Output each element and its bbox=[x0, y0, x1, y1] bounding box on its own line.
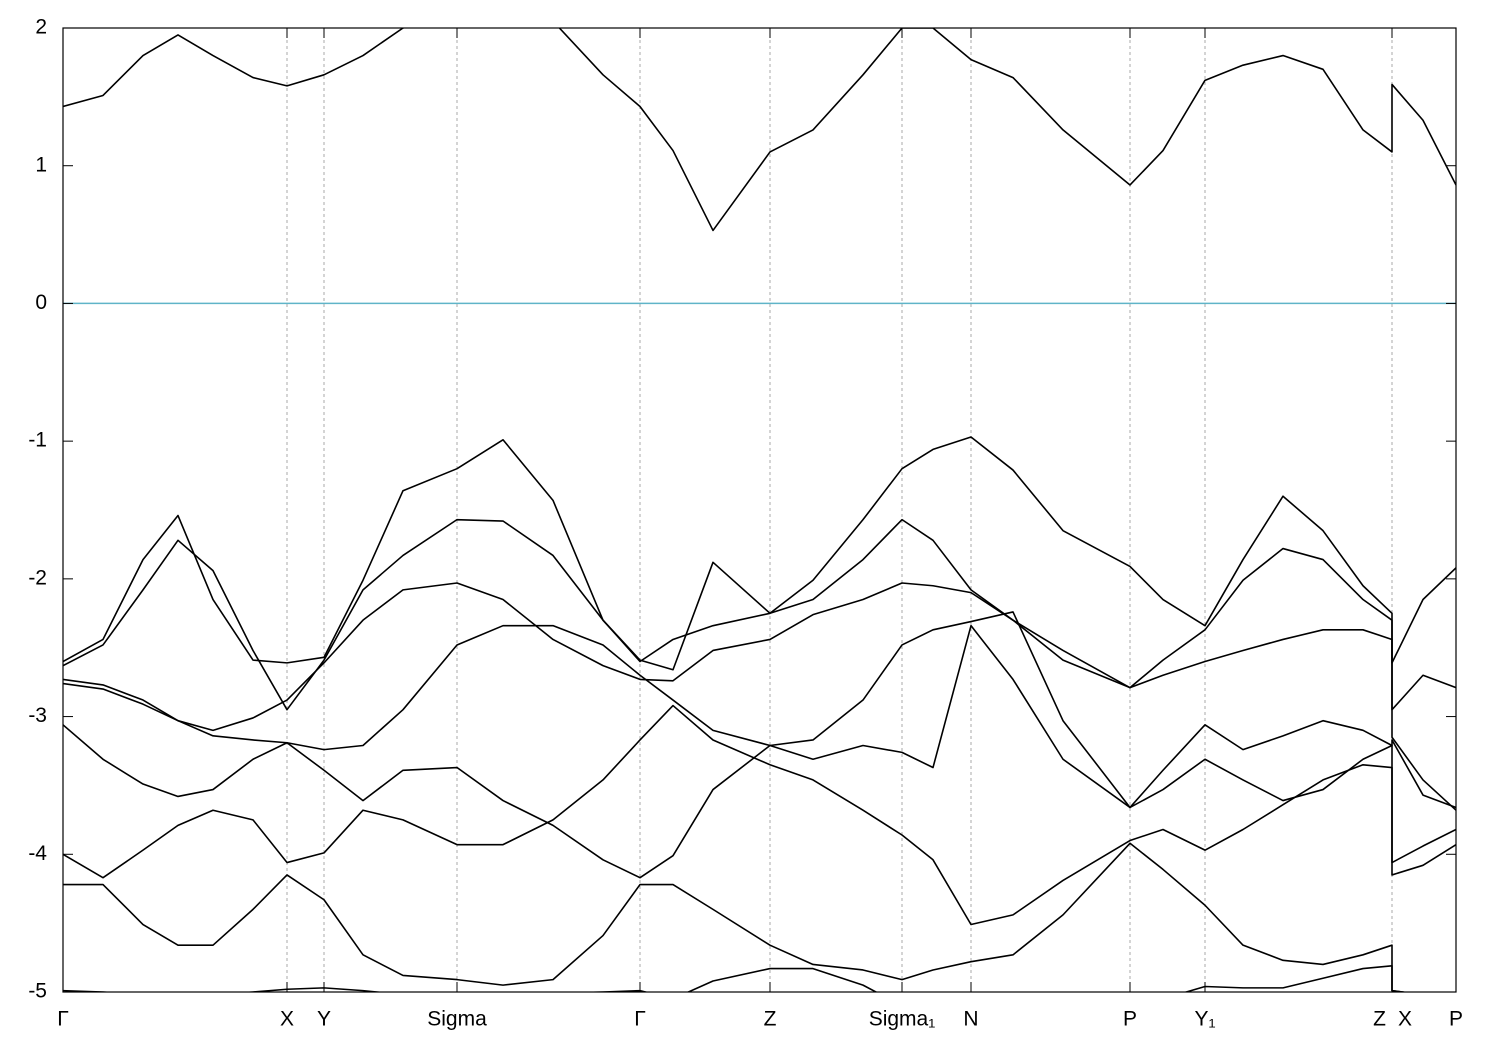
x-tick-label: Γ bbox=[634, 1008, 646, 1031]
x-tick-label: Z bbox=[764, 1008, 777, 1031]
y-tick-label: -3 bbox=[28, 704, 47, 727]
band-line bbox=[63, 28, 1456, 232]
y-tick-label: -4 bbox=[28, 842, 47, 865]
band-line bbox=[63, 965, 1409, 992]
band-line bbox=[63, 704, 1456, 926]
band-line bbox=[63, 436, 1456, 664]
plot-frame bbox=[62, 27, 1457, 993]
x-tick-label: P bbox=[1449, 1008, 1463, 1031]
x-tick-label: Γ bbox=[57, 1008, 69, 1031]
x-tick-label: Sigma bbox=[427, 1008, 487, 1031]
x-tick-label: X bbox=[280, 1008, 294, 1031]
band-line bbox=[63, 842, 1409, 992]
y-tick-label: -5 bbox=[28, 980, 47, 1003]
x-tick-label: Y₁ bbox=[1194, 1008, 1215, 1031]
band-line bbox=[63, 518, 1456, 711]
plot-layer bbox=[63, 28, 1456, 992]
band-line bbox=[63, 611, 1456, 809]
y-tick-label: 0 bbox=[35, 291, 47, 314]
x-tick-label: Sigma₁ bbox=[869, 1008, 936, 1031]
y-tick-label: 2 bbox=[35, 16, 47, 39]
band-line bbox=[63, 582, 1456, 811]
x-tick-label: X bbox=[1398, 1008, 1412, 1031]
x-tick-label: N bbox=[963, 1008, 978, 1031]
y-tick-label: 1 bbox=[35, 153, 47, 176]
grid-layer bbox=[62, 28, 1457, 992]
x-tick-label: Y bbox=[317, 1008, 331, 1031]
y-tick-label: -1 bbox=[28, 429, 47, 452]
y-tick-label: -2 bbox=[28, 566, 47, 589]
band-line bbox=[63, 624, 1456, 879]
x-tick-label: Z bbox=[1373, 1008, 1386, 1031]
x-tick-label: P bbox=[1123, 1008, 1137, 1031]
